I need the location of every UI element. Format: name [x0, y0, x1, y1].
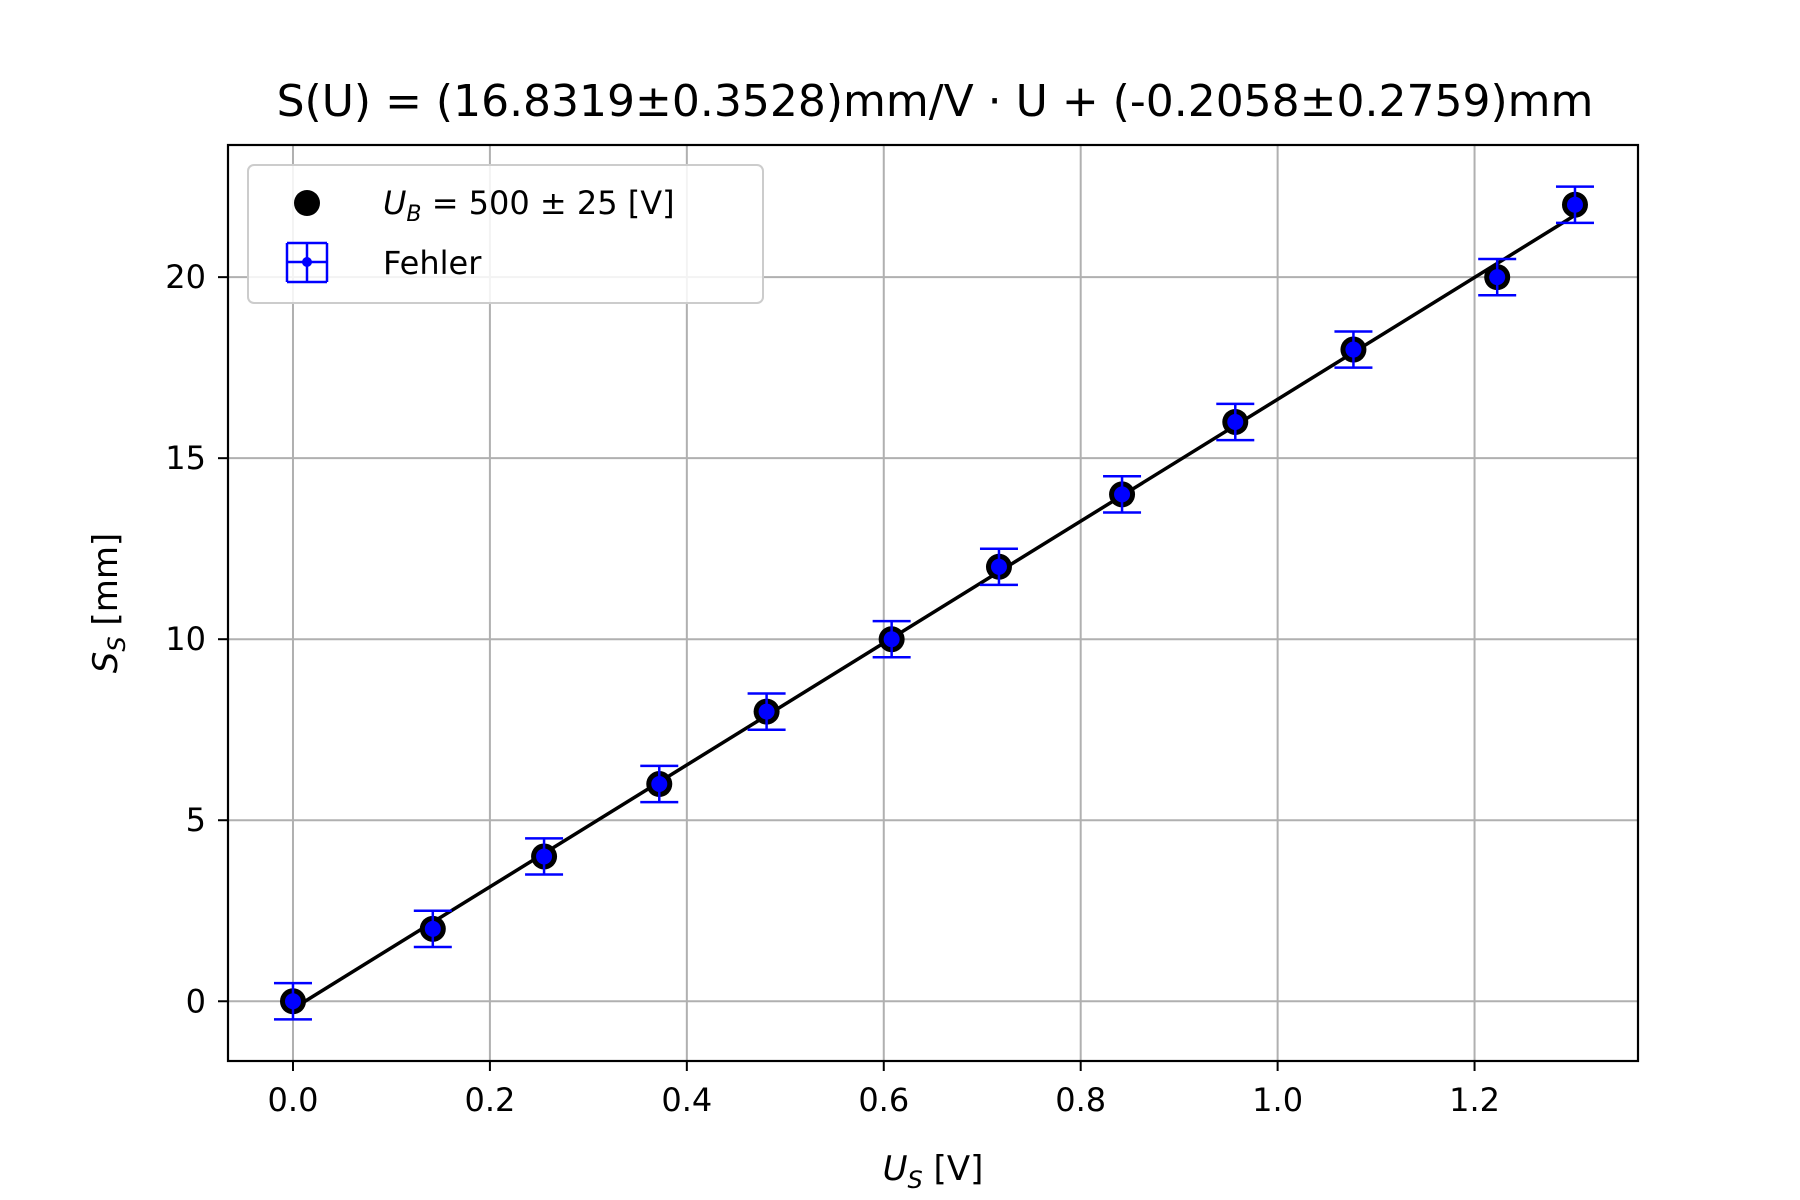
error-bar — [979, 547, 1018, 587]
error-bar — [1555, 185, 1594, 225]
error-bar — [1334, 330, 1373, 369]
error-bar-center — [1566, 196, 1583, 213]
y-tick-label: 0 — [186, 982, 206, 1020]
x-axis-title-unit: [V] — [923, 1149, 984, 1189]
error-bar — [525, 837, 564, 876]
error-bar — [273, 981, 312, 1021]
error-bar-center — [1227, 413, 1244, 430]
y-axis-title-main: S — [86, 652, 126, 674]
error-bar-center — [284, 993, 301, 1010]
error-bar — [413, 909, 452, 949]
y-tick-label: 10 — [165, 620, 206, 658]
error-bar-center — [1489, 269, 1506, 286]
x-tick-label: 0.8 — [1055, 1081, 1106, 1119]
error-bar-center — [883, 631, 900, 648]
error-bar-center — [536, 848, 553, 865]
y-axis-title-sub: S — [103, 636, 131, 651]
error-bar-center — [651, 776, 668, 793]
legend-box — [247, 164, 764, 304]
error-bar — [640, 764, 679, 804]
plot-frame — [226, 143, 1640, 1063]
legend-label-points-rest: = 500 ± 25 [V] — [422, 184, 675, 222]
x-axis-title: US [V] — [883, 1149, 984, 1194]
x-axis-title-sub: S — [908, 1166, 923, 1194]
y-axis-title: SS [mm] — [86, 533, 131, 673]
y-tick-label: 5 — [186, 801, 206, 839]
error-bar-center — [1345, 341, 1362, 358]
y-axis-title-unit: [mm] — [86, 533, 126, 637]
chart-title: S(U) = (16.8319±0.3528)mm/V · U + (-0.20… — [277, 76, 1594, 127]
legend-label-points: UB = 500 ± 25 [V] — [383, 184, 675, 227]
error-bar — [1103, 475, 1142, 514]
y-tick-label: 15 — [165, 439, 206, 477]
x-axis-title-main: U — [883, 1149, 908, 1189]
x-tick-label: 0.2 — [464, 1081, 515, 1119]
error-bar-center — [758, 703, 775, 720]
legend-marker-points — [294, 190, 320, 216]
y-axis: 0 5 10 15 20 — [165, 258, 228, 1020]
error-bar — [747, 692, 786, 731]
x-axis: 0.0 0.2 0.4 0.6 0.8 1.0 1.2 — [268, 1061, 1500, 1119]
legend-label-points-sub: B — [406, 202, 421, 227]
error-bar — [1478, 257, 1517, 297]
legend: UB = 500 ± 25 [V] Fehler — [247, 164, 764, 304]
error-bar-center — [1114, 486, 1131, 503]
error-bar — [872, 619, 911, 659]
error-bar-center — [990, 558, 1007, 575]
error-bar-center — [424, 920, 441, 937]
x-tick-label: 0.4 — [661, 1081, 712, 1119]
x-tick-label: 0.6 — [858, 1081, 909, 1119]
legend-marker-errorbar — [285, 241, 329, 284]
legend-label-points-main: U — [383, 184, 406, 222]
x-tick-label: 1.2 — [1449, 1081, 1500, 1119]
legend-label-errorbar: Fehler — [383, 244, 482, 282]
x-tick-label: 1.0 — [1252, 1081, 1303, 1119]
error-bar — [1216, 402, 1255, 442]
y-tick-label: 20 — [165, 258, 206, 296]
x-tick-label: 0.0 — [268, 1081, 319, 1119]
errorbar-layer — [273, 185, 1594, 1021]
